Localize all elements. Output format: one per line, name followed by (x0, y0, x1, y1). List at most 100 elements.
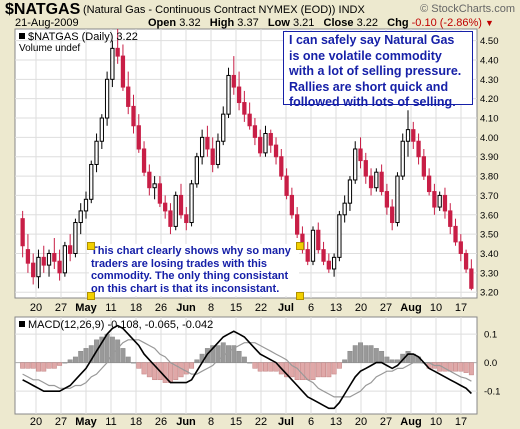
price-y-tick-label: 4.50 (480, 36, 499, 47)
macd-histogram-bar (236, 350, 242, 363)
candle-down (242, 102, 247, 115)
x-tick-label-top: 20 (30, 302, 42, 314)
candle-up (173, 194, 178, 227)
x-tick-label-bottom: Jul (278, 416, 294, 428)
candle-down (416, 140, 421, 158)
macd-histogram-bar (299, 362, 305, 381)
macd-histogram-bar (463, 362, 469, 373)
macd-histogram-bar (336, 362, 342, 369)
macd-histogram-bar (331, 362, 337, 375)
x-tick-label-top: Aug (400, 302, 421, 314)
candle-down (236, 86, 242, 104)
candle-down (52, 252, 57, 262)
macd-histogram-bar (99, 336, 105, 363)
candle-down (363, 160, 368, 177)
candle-down (379, 171, 384, 193)
candle-down (289, 194, 295, 216)
candle-up (152, 183, 157, 189)
price-y-tick-label: 3.20 (480, 288, 499, 299)
x-tick-label-top: 18 (130, 302, 142, 314)
macd-histogram-bar (226, 345, 231, 363)
x-tick-label-bottom: 13 (330, 416, 342, 428)
price-y-tick-label: 3.70 (480, 191, 499, 202)
macd-histogram-bar (389, 359, 395, 363)
macd-histogram-bar (67, 359, 73, 363)
macd-y-tick-label: 0.1 (484, 330, 497, 341)
macd-signal-line (22, 339, 472, 398)
macd-histogram-bar (194, 359, 200, 363)
price-y-tick-label: 3.80 (480, 172, 499, 183)
macd-histogram-bar (453, 362, 458, 372)
candle-down (231, 74, 236, 88)
macd-histogram-bar (321, 362, 327, 378)
candle-up (374, 171, 379, 189)
x-tick-label-bottom: 8 (208, 416, 214, 428)
x-tick-label-bottom: 10 (430, 416, 442, 428)
candle-up (215, 140, 221, 165)
macd-histogram-bar (109, 336, 115, 363)
candle-up (347, 179, 353, 204)
x-tick-label-top: 10 (430, 302, 442, 314)
candle-down (247, 113, 252, 127)
macd-histogram-bar (30, 362, 36, 369)
annotation-handle-bottom-left[interactable] (87, 292, 95, 300)
candle-down (384, 191, 390, 208)
macd-histogram-bar (468, 362, 474, 376)
x-tick-label-top: 17 (455, 302, 467, 314)
candle-down (41, 256, 46, 266)
candle-up (189, 183, 194, 224)
x-tick-label-bottom: 17 (455, 416, 467, 428)
high-value: 3.37 (237, 17, 259, 29)
x-tick-label-top: Jun (176, 302, 196, 314)
x-tick-label-top: 13 (330, 302, 342, 314)
x-tick-label-bottom: May (75, 416, 97, 428)
x-tick-label-bottom: 18 (130, 416, 142, 428)
price-y-tick-label: 3.40 (480, 249, 499, 260)
candle-down (463, 252, 469, 270)
macd-histogram-bar (373, 348, 379, 363)
macd-histogram-bar (83, 348, 89, 363)
macd-title: MACD(12,26,9) -0.108, -0.065, -0.042 (28, 319, 213, 331)
macd-histogram-bar (146, 362, 152, 378)
candle-up (73, 222, 78, 254)
candle-up (437, 194, 442, 208)
annotation-handle-top-left[interactable] (87, 242, 95, 250)
candle-up (62, 245, 68, 274)
macd-histogram-bar (136, 362, 142, 369)
macd-histogram-bar (405, 350, 411, 363)
macd-histogram-bar (379, 350, 385, 363)
macd-histogram-bar (46, 362, 52, 369)
macd-histogram-bar (57, 362, 63, 366)
macd-histogram-bar (315, 362, 321, 378)
macd-histogram-bar (215, 345, 221, 363)
candle-up (337, 214, 342, 258)
candle-up (400, 140, 405, 177)
macd-histogram-bar (358, 342, 363, 363)
macd-histogram-bar (247, 362, 253, 364)
x-tick-label-bottom: 11 (105, 416, 116, 428)
candle-down (321, 249, 326, 262)
candle-down (136, 125, 141, 150)
candle-down (115, 47, 120, 57)
x-tick-label-bottom: 20 (355, 416, 367, 428)
x-tick-label-top: 27 (380, 302, 392, 314)
candle-down (390, 206, 395, 224)
candle-down (442, 194, 448, 212)
candle-up (395, 175, 400, 224)
macd-histogram-bar (263, 362, 268, 372)
candle-down (368, 175, 374, 189)
open-label: Open (148, 17, 177, 29)
candle-down (57, 260, 62, 274)
annotation-handle-bottom-right[interactable] (296, 292, 304, 300)
candle-up (94, 140, 99, 165)
macd-histogram-bar (284, 362, 290, 378)
price-y-tick-label: 3.30 (480, 268, 499, 279)
open-value: 3.32 (179, 17, 201, 29)
price-y-tick-label: 3.90 (480, 152, 499, 163)
macd-histogram-bar (231, 345, 237, 363)
candle-down (453, 225, 458, 243)
macd-histogram-bar (342, 359, 348, 363)
annotation-handle-top-right[interactable] (296, 242, 304, 250)
close-label: Close (323, 17, 354, 29)
macd-histogram-bar (51, 362, 57, 369)
